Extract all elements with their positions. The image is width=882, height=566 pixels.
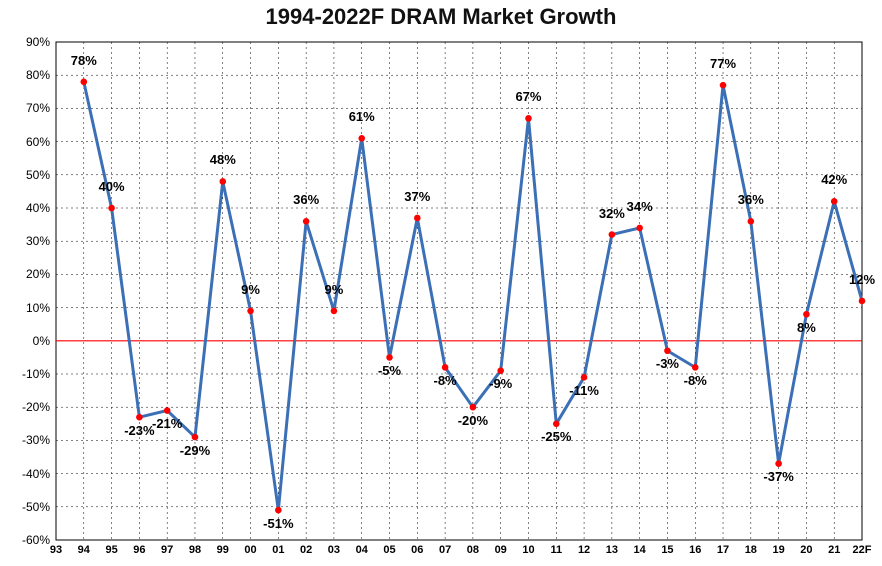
x-tick-label: 96 xyxy=(133,540,145,556)
x-tick-label: 15 xyxy=(661,540,673,556)
data-label: -3% xyxy=(656,356,679,371)
data-label: -8% xyxy=(434,373,457,388)
data-label: 9% xyxy=(325,282,344,297)
x-tick-label: 00 xyxy=(244,540,256,556)
x-tick-label: 08 xyxy=(467,540,479,556)
data-label: 48% xyxy=(210,152,236,167)
x-tick-label: 20 xyxy=(800,540,812,556)
x-tick-label: 16 xyxy=(689,540,701,556)
y-tick-label: 0% xyxy=(33,334,56,348)
x-tick-label: 03 xyxy=(328,540,340,556)
x-tick-label: 11 xyxy=(550,540,562,556)
x-tick-label: 05 xyxy=(383,540,395,556)
y-tick-label: 90% xyxy=(26,35,56,49)
data-label: -9% xyxy=(489,376,512,391)
y-tick-label: 30% xyxy=(26,234,56,248)
x-tick-label: 13 xyxy=(606,540,618,556)
data-label: -11% xyxy=(569,383,599,398)
data-label: -20% xyxy=(458,413,488,428)
data-label: -25% xyxy=(541,429,571,444)
y-tick-label: 10% xyxy=(26,301,56,315)
chart-container: 1994-2022F DRAM Market Growth -60%-50%-4… xyxy=(0,0,882,566)
data-label: -5% xyxy=(378,363,401,378)
y-tick-label: -40% xyxy=(22,467,56,481)
x-tick-label: 18 xyxy=(745,540,757,556)
x-tick-label: 99 xyxy=(217,540,229,556)
x-tick-label: 22F xyxy=(853,540,872,556)
data-label: 77% xyxy=(710,56,736,71)
y-tick-label: -50% xyxy=(22,500,56,514)
x-tick-label: 09 xyxy=(495,540,507,556)
y-tick-label: -20% xyxy=(22,400,56,414)
data-label: 42% xyxy=(821,172,847,187)
y-tick-label: 40% xyxy=(26,201,56,215)
data-label: -37% xyxy=(763,469,793,484)
x-tick-label: 02 xyxy=(300,540,312,556)
x-tick-label: 10 xyxy=(522,540,534,556)
x-tick-label: 07 xyxy=(439,540,451,556)
data-label: 40% xyxy=(99,179,125,194)
data-label: 67% xyxy=(515,89,541,104)
x-tick-label: 17 xyxy=(717,540,729,556)
data-label: 78% xyxy=(71,53,97,68)
x-tick-label: 14 xyxy=(634,540,646,556)
data-label: 34% xyxy=(627,199,653,214)
data-label: 12% xyxy=(849,272,875,287)
y-tick-label: 60% xyxy=(26,135,56,149)
data-label: -29% xyxy=(180,443,210,458)
data-label: 32% xyxy=(599,206,625,221)
data-label: -51% xyxy=(263,516,293,531)
data-label: 61% xyxy=(349,109,375,124)
data-label: 37% xyxy=(404,189,430,204)
x-tick-label: 04 xyxy=(356,540,368,556)
y-tick-label: 20% xyxy=(26,267,56,281)
x-tick-label: 97 xyxy=(161,540,173,556)
data-label: 36% xyxy=(293,192,319,207)
x-tick-label: 98 xyxy=(189,540,201,556)
data-label: 8% xyxy=(797,320,816,335)
chart-svg xyxy=(56,42,862,540)
y-tick-label: 50% xyxy=(26,168,56,182)
x-tick-label: 94 xyxy=(78,540,90,556)
data-label: 36% xyxy=(738,192,764,207)
data-label: -8% xyxy=(684,373,707,388)
x-tick-label: 01 xyxy=(272,540,284,556)
x-tick-label: 19 xyxy=(772,540,784,556)
plot-area: -60%-50%-40%-30%-20%-10%0%10%20%30%40%50… xyxy=(56,42,862,540)
y-tick-label: -10% xyxy=(22,367,56,381)
x-tick-label: 93 xyxy=(50,540,62,556)
y-tick-label: 80% xyxy=(26,68,56,82)
data-label: -21% xyxy=(152,416,182,431)
x-tick-label: 06 xyxy=(411,540,423,556)
data-label: -23% xyxy=(124,423,154,438)
x-tick-label: 95 xyxy=(105,540,117,556)
y-tick-label: -30% xyxy=(22,433,56,447)
y-tick-label: 70% xyxy=(26,101,56,115)
x-tick-label: 12 xyxy=(578,540,590,556)
data-label: 9% xyxy=(241,282,260,297)
chart-title: 1994-2022F DRAM Market Growth xyxy=(0,4,882,30)
x-tick-label: 21 xyxy=(828,540,840,556)
